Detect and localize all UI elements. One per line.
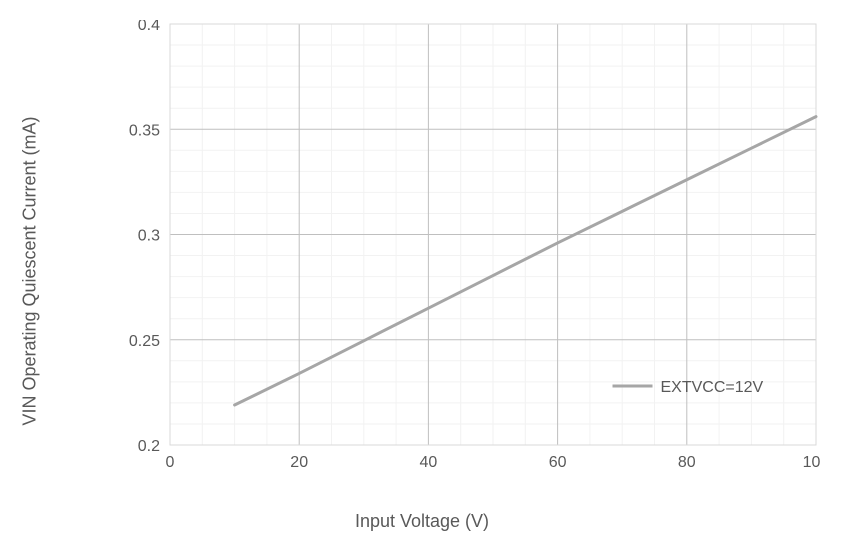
chart-container: VIN Operating Quiescent Current (mA) Inp… xyxy=(0,0,844,542)
x-tick-label: 80 xyxy=(678,454,696,471)
x-tick-label: 100 xyxy=(803,454,820,471)
y-tick-label: 0.25 xyxy=(129,333,160,350)
y-axis-title: VIN Operating Quiescent Current (mA) xyxy=(20,116,41,425)
x-tick-label: 40 xyxy=(420,454,438,471)
legend-label: EXTVCC=12V xyxy=(661,379,764,396)
y-tick-label: 0.3 xyxy=(138,228,160,245)
x-tick-label: 0 xyxy=(166,454,175,471)
chart-svg: 0 20 40 60 80 100 0.2 0.25 0.3 0.35 0.4 EXTVCC=12V xyxy=(120,20,820,475)
y-tick-label: 0.35 xyxy=(129,122,160,139)
y-tick-label: 0.2 xyxy=(138,438,160,455)
y-tick-label: 0.4 xyxy=(138,20,160,34)
x-axis-title: Input Voltage (V) xyxy=(0,511,844,532)
plot-area: 0 20 40 60 80 100 0.2 0.25 0.3 0.35 0.4 EXTVCC=12V xyxy=(120,20,820,475)
x-tick-label: 60 xyxy=(549,454,567,471)
x-tick-label: 20 xyxy=(290,454,308,471)
